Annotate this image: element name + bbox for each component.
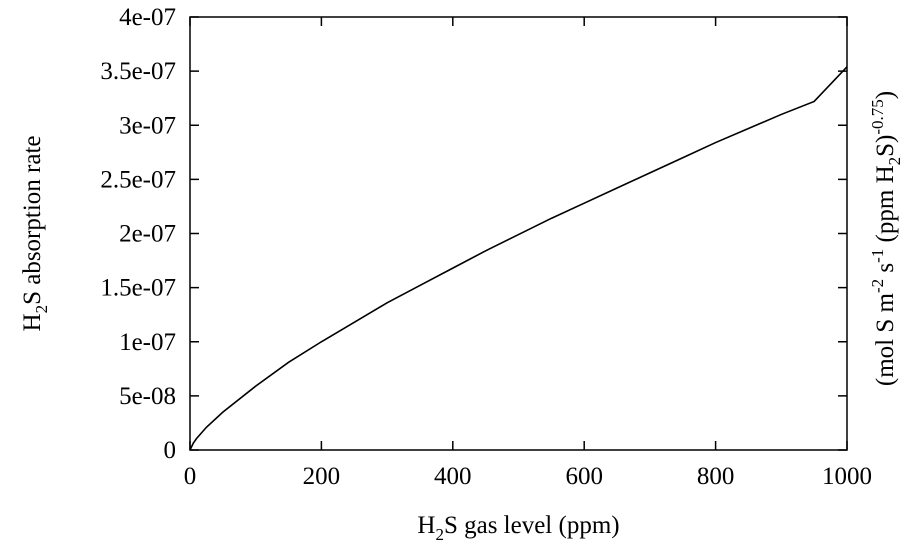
x-tick-label: 0 bbox=[184, 463, 197, 490]
x-tick-label: 400 bbox=[434, 463, 472, 490]
ticks-layer bbox=[189, 16, 848, 451]
plot-frame bbox=[189, 16, 848, 451]
tick-labels-layer: 0 200 400 600 800 1000 0 5e-08 1e-07 1.5e-07 2e-07… bbox=[100, 4, 872, 490]
y-tick-label: 3e-07 bbox=[119, 112, 176, 139]
y-tick-label: 2e-07 bbox=[119, 221, 176, 248]
x-tick-label: 200 bbox=[303, 463, 341, 490]
x-tick-label: 1000 bbox=[822, 463, 872, 490]
y-tick-label: 4e-07 bbox=[119, 4, 176, 31]
y-tick-label: 1.5e-07 bbox=[100, 275, 176, 302]
y-tick-label: 0 bbox=[164, 437, 177, 464]
y-tick-label: 2.5e-07 bbox=[100, 166, 176, 193]
y-tick-label: 5e-08 bbox=[119, 383, 176, 410]
x-tick-label: 600 bbox=[565, 463, 603, 490]
series-layer bbox=[189, 66, 848, 451]
x-tick-label: 800 bbox=[697, 463, 735, 490]
y-tick-label: 1e-07 bbox=[119, 329, 176, 356]
x-axis-label: H2S gas level (ppm) bbox=[417, 512, 619, 544]
y2-axis-label: (mol S m-2 s-1 (ppm H2S)-0.75) bbox=[868, 91, 904, 386]
series-line bbox=[189, 66, 848, 451]
y-tick-label: 3.5e-07 bbox=[100, 58, 176, 85]
y-axis-label: H2S absorption rate bbox=[19, 136, 51, 332]
